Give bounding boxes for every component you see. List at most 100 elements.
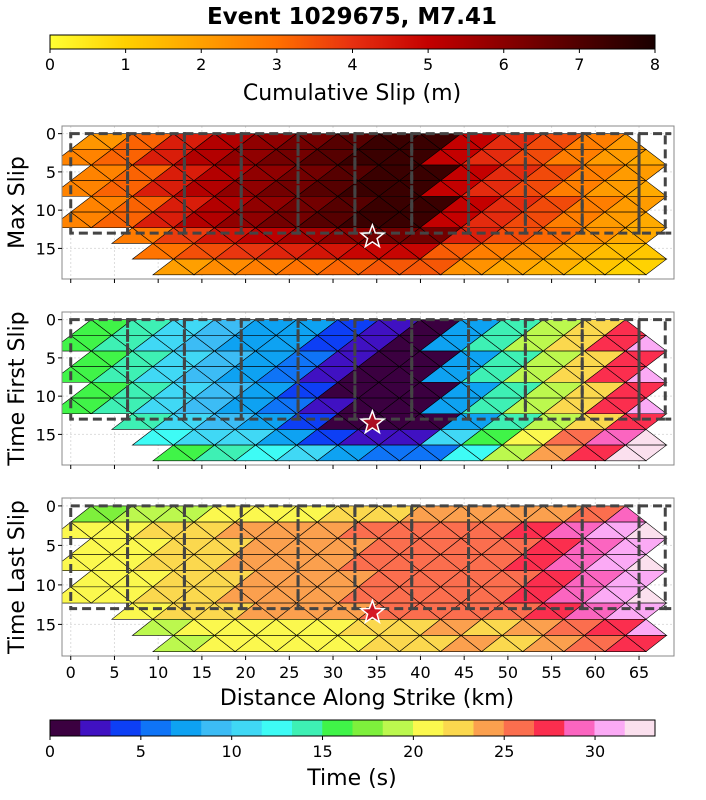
time-colorbar-label: Time (s) [306, 766, 396, 791]
time-colorbar-frame [49, 719, 656, 737]
x-tick-label: 55 [541, 663, 561, 682]
segment-box [239, 318, 300, 421]
time-tick-label: 0 [45, 742, 55, 761]
slip-tick-label: 3 [272, 55, 282, 74]
y-ticks: 0 5 10 15 [36, 311, 62, 444]
segment-box [239, 132, 300, 235]
y-tick-label: 0 [46, 311, 56, 330]
x-tick-label: 15 [192, 663, 212, 682]
segment-box [69, 504, 130, 611]
slip-tick-label: 1 [121, 55, 131, 74]
y-tick-label: 0 [46, 497, 56, 516]
y-tick-label: 15 [36, 615, 56, 634]
slip-tick-label: 8 [650, 55, 660, 74]
x-tick-label: 30 [323, 663, 343, 682]
segment-box [410, 132, 471, 235]
time-tick-label: 10 [222, 742, 242, 761]
mesh-triangle [624, 570, 668, 588]
y-tick-label: 5 [46, 163, 56, 182]
time-swatch [594, 720, 626, 736]
segment-box [637, 318, 667, 421]
time-swatch [352, 720, 384, 736]
y-tick-label: 5 [46, 536, 56, 555]
y-ticks: 0 5 10 15 [36, 497, 62, 634]
slip-tick-label: 2 [196, 55, 206, 74]
segment-box [523, 504, 584, 611]
mesh-triangle [624, 382, 668, 399]
time-swatch [443, 720, 474, 736]
panel-max-slip: 0 5 10 15 Max Slip [5, 125, 675, 283]
x-tick-label: 25 [279, 663, 299, 682]
time-tick-label: 20 [403, 742, 423, 761]
segment-box [523, 132, 584, 235]
mesh-triangle [624, 196, 668, 213]
time-swatch [261, 720, 293, 736]
x-ticks [70, 465, 640, 469]
x-tick-label: 45 [454, 663, 474, 682]
segment-box [637, 132, 667, 235]
hypocenter-star [358, 222, 386, 249]
y-tick-label: 15 [36, 425, 56, 444]
plot-frame [61, 497, 675, 657]
time-swatch [322, 720, 353, 736]
slip-tick-label: 6 [499, 55, 509, 74]
hypocenter-star [358, 598, 386, 625]
y-tick-label: 0 [46, 125, 56, 144]
y-tick-label: 10 [36, 201, 56, 220]
time-swatch [624, 720, 656, 736]
mesh-triangle [624, 635, 668, 653]
time-swatch [171, 720, 202, 736]
mesh-triangle [624, 444, 668, 462]
y-tick-label: 15 [36, 239, 56, 258]
x-tick-label: 20 [235, 663, 255, 682]
x-tick-label: 65 [629, 663, 649, 682]
figure-title: Event 1029675, M7.41 [207, 4, 497, 30]
y-ticks: 0 5 10 15 [36, 125, 62, 258]
panel-time-last-slip: 0 5 10 15 0 5 10 15 20 25 30 35 40 45 50 55 60 65 Time Las… [5, 497, 675, 682]
x-tick-label: 50 [498, 663, 518, 682]
mesh-triangle [624, 537, 668, 555]
panel-time-first-slip: 0 5 10 15 Time First Slip [5, 311, 675, 469]
x-tick-label: 5 [109, 663, 119, 682]
time-swatch [292, 720, 323, 736]
slip-colorbar-ticks: 0 1 2 3 4 5 6 7 8 [45, 49, 660, 74]
x-tick-label: 10 [148, 663, 168, 682]
segment-box [296, 504, 357, 611]
segment-box [523, 318, 584, 421]
time-tick-label: 5 [136, 742, 146, 761]
plot-frame [61, 125, 675, 280]
time-colorbar: 0 5 10 15 20 25 30 Time (s) [45, 719, 656, 791]
time-swatch [110, 720, 142, 736]
slip-tick-label: 7 [574, 55, 584, 74]
fault-mesh [62, 505, 668, 653]
time-tick-label: 15 [312, 742, 332, 761]
segment-box [182, 318, 243, 421]
segment-box [410, 318, 471, 421]
y-axis-label: Time Last Slip [5, 500, 30, 655]
x-tick-label: 0 [66, 663, 76, 682]
time-swatch [503, 720, 535, 736]
fault-segments [69, 504, 674, 611]
x-tick-label: 35 [367, 663, 387, 682]
fault-mesh [62, 319, 668, 462]
plot-frame [61, 311, 675, 466]
slip-tick-label: 4 [347, 55, 357, 74]
time-swatch [413, 720, 444, 736]
segment-box [182, 132, 243, 235]
slip-colorbar: 0 1 2 3 4 5 6 7 8 Cumulative Slip (m) [45, 34, 660, 106]
time-swatch [564, 720, 595, 736]
segment-box [126, 318, 186, 421]
time-swatch [534, 720, 565, 736]
x-ticks: 0 5 10 15 20 25 30 35 40 45 50 55 60 65 [66, 656, 649, 682]
segment-box [296, 132, 357, 235]
hypocenter-star [358, 408, 386, 435]
time-swatch [140, 720, 172, 736]
segment-box [580, 504, 641, 611]
segment-box [637, 504, 667, 611]
y-tick-label: 5 [46, 349, 56, 368]
y-axis-label: Time First Slip [5, 311, 30, 466]
slip-colorbar-label: Cumulative Slip (m) [243, 81, 461, 106]
segment-box [69, 132, 130, 235]
panels: 0 5 10 15 Max Slip 0 5 10 15 Time First Slip 0 5 10 1… [5, 125, 675, 682]
